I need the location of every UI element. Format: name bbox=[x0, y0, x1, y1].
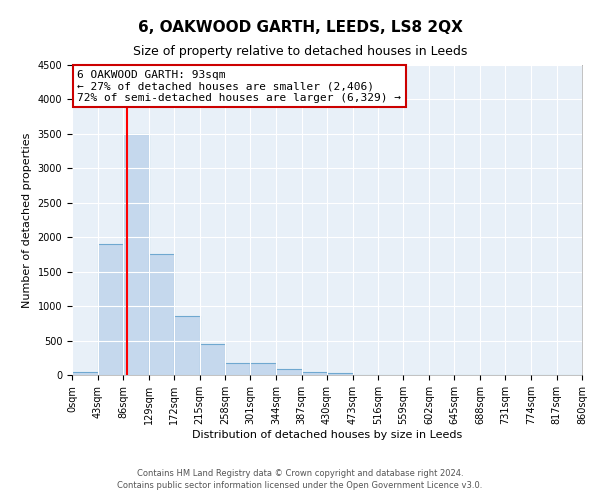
Y-axis label: Number of detached properties: Number of detached properties bbox=[22, 132, 32, 308]
Bar bbox=[276, 369, 302, 375]
Bar bbox=[72, 372, 97, 375]
Bar bbox=[97, 244, 123, 375]
Bar bbox=[302, 372, 327, 375]
Text: Size of property relative to detached houses in Leeds: Size of property relative to detached ho… bbox=[133, 45, 467, 58]
Bar bbox=[225, 363, 251, 375]
Bar bbox=[251, 363, 276, 375]
Bar bbox=[149, 254, 174, 375]
Bar bbox=[327, 373, 353, 375]
Text: Contains HM Land Registry data © Crown copyright and database right 2024.: Contains HM Land Registry data © Crown c… bbox=[137, 468, 463, 477]
Bar bbox=[123, 134, 149, 375]
Text: Contains public sector information licensed under the Open Government Licence v3: Contains public sector information licen… bbox=[118, 481, 482, 490]
Text: 6, OAKWOOD GARTH, LEEDS, LS8 2QX: 6, OAKWOOD GARTH, LEEDS, LS8 2QX bbox=[137, 20, 463, 35]
Bar bbox=[199, 344, 225, 375]
Bar bbox=[174, 316, 199, 375]
Text: 6 OAKWOOD GARTH: 93sqm
← 27% of detached houses are smaller (2,406)
72% of semi-: 6 OAKWOOD GARTH: 93sqm ← 27% of detached… bbox=[77, 70, 401, 103]
X-axis label: Distribution of detached houses by size in Leeds: Distribution of detached houses by size … bbox=[192, 430, 462, 440]
